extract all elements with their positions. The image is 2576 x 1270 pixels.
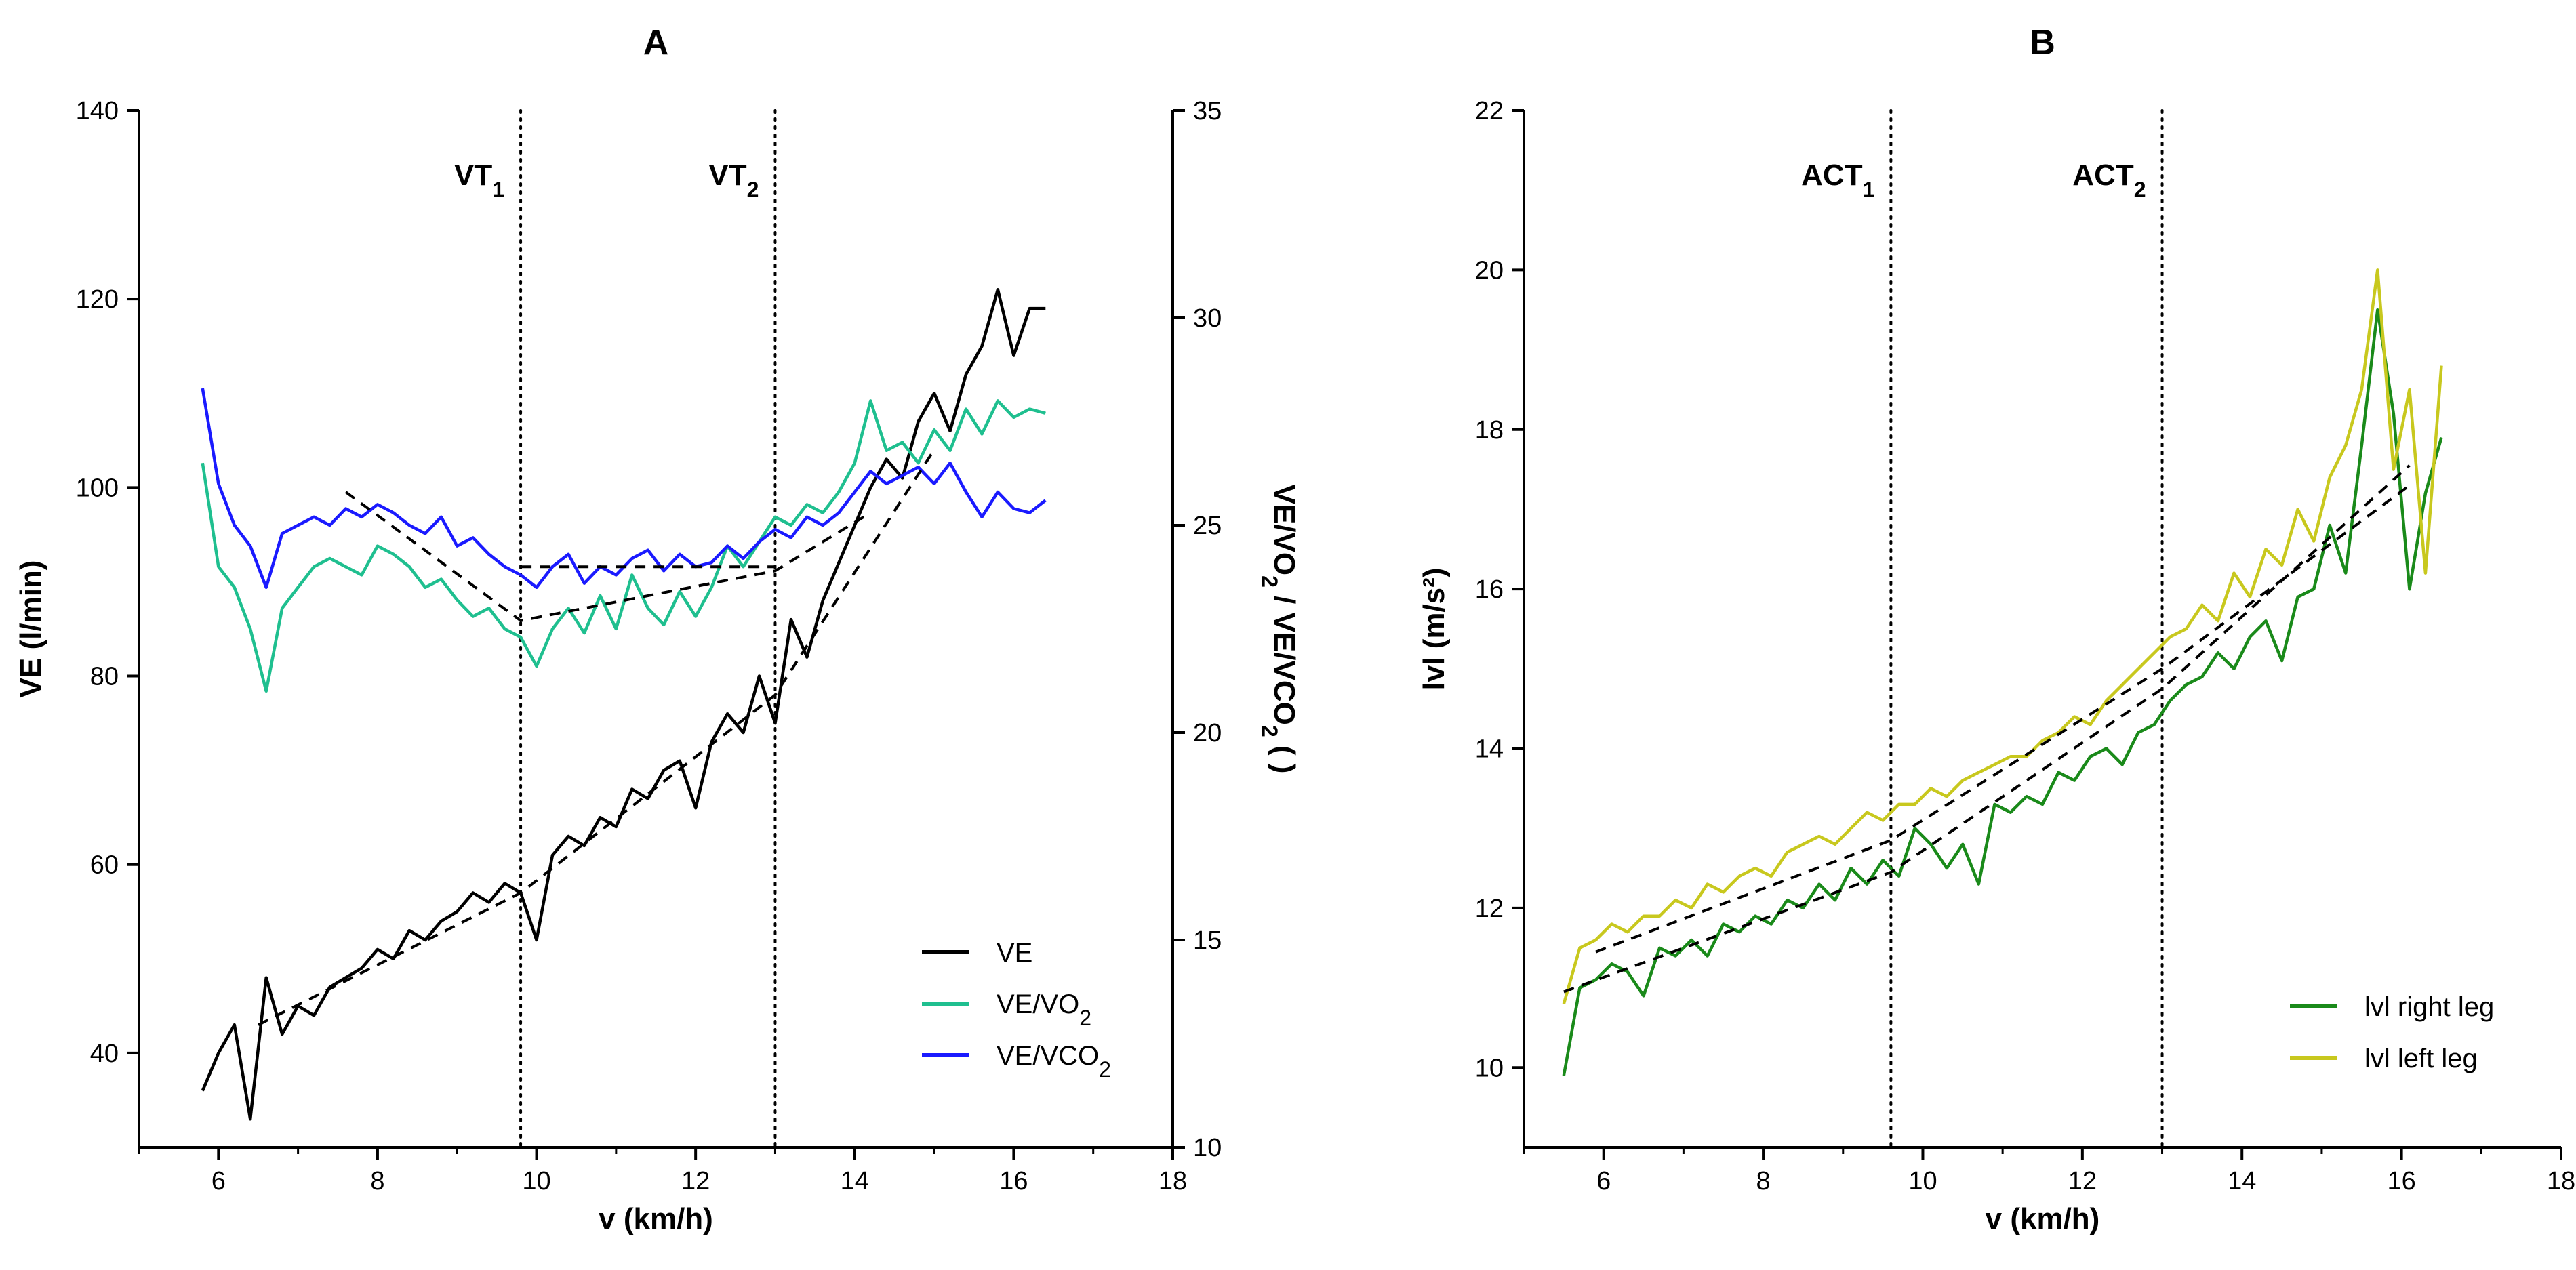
x-axis-title: v (km/h)	[1986, 1202, 2100, 1235]
y-tick-label: 14	[1475, 735, 1504, 764]
legend-label: lvl right leg	[2364, 992, 2494, 1022]
x-tick-label: 16	[999, 1167, 1028, 1195]
x-tick-label: 16	[2387, 1167, 2415, 1195]
legend-label: lvl left leg	[2364, 1044, 2478, 1073]
x-tick-label: 10	[1908, 1167, 1937, 1195]
x-tick-label: 18	[2547, 1167, 2575, 1195]
legend-label: VE/VCO2	[997, 1041, 1111, 1082]
legend-label: VE/VO2	[997, 989, 1091, 1030]
threshold-label: VT1	[454, 159, 504, 202]
y-tick-label: 60	[90, 851, 119, 880]
y-tick-label: 80	[90, 663, 119, 691]
y-tick-label: 100	[76, 474, 119, 502]
fit-line	[1563, 464, 2411, 994]
y2-axis-title: VE/VO2 / VE/VCO2 ( )	[1257, 485, 1301, 774]
x-tick-label: 6	[212, 1167, 226, 1195]
y2-tick-label: 20	[1193, 719, 1222, 747]
legend: lvl right leg lvl left leg	[2290, 992, 2494, 1073]
panel-letter: A	[643, 23, 669, 62]
threshold-label: VT2	[708, 159, 759, 202]
fit-line	[344, 491, 872, 622]
y2-tick-label: 35	[1193, 97, 1222, 125]
legend: VE VE/VO2 VE/VCO2	[922, 938, 1111, 1082]
y2-tick-label: 25	[1193, 512, 1222, 540]
threshold-label: ACT1	[1801, 159, 1874, 202]
panel-letter: B	[2030, 23, 2055, 62]
x-tick-label: 18	[1159, 1167, 1187, 1195]
y-tick-label: 18	[1475, 416, 1504, 445]
x-tick-label: 12	[681, 1167, 710, 1195]
y-tick-label: 140	[76, 97, 119, 125]
y-tick-label: 22	[1475, 97, 1504, 125]
y2-tick-label: 15	[1193, 926, 1222, 955]
y-tick-label: 120	[76, 285, 119, 314]
series-line-lvl-left-leg	[1562, 268, 2443, 1004]
series-line-ve	[201, 288, 1046, 1121]
fit-line	[1595, 484, 2411, 954]
x-tick-label: 8	[1756, 1167, 1771, 1195]
x-tick-label: 8	[370, 1167, 384, 1195]
y-tick-label: 10	[1475, 1054, 1504, 1082]
y-tick-label: 12	[1475, 895, 1504, 923]
y-tick-label: 40	[90, 1040, 119, 1068]
threshold-label: ACT2	[2072, 159, 2146, 202]
y2-tick-label: 10	[1193, 1134, 1222, 1162]
panel-a-chart: 6 8 10 12 14 16 18 40 60 80 100 120 140 10 15 20 25 30 35 A…	[14, 23, 1301, 1235]
y-axis-title: lvl (m/s²)	[1417, 568, 1451, 691]
x-tick-label: 14	[841, 1167, 869, 1195]
x-tick-label: 12	[2068, 1167, 2097, 1195]
series-line-lvl-right-leg	[1562, 308, 2443, 1076]
x-tick-label: 6	[1596, 1167, 1611, 1195]
x-tick-label: 10	[522, 1167, 550, 1195]
y-tick-label: 16	[1475, 575, 1504, 604]
series-line-ve-vo	[201, 399, 1046, 693]
y2-tick-label: 30	[1193, 304, 1222, 333]
y-axis-title: VE (l/min)	[14, 560, 47, 698]
legend-label: VE	[997, 938, 1032, 968]
panel-b-chart: 6 8 10 12 14 16 18 10 12 14 16 18 20 22 Bv (km/h) lvl (…	[1417, 23, 2575, 1235]
fit-line	[258, 449, 935, 1026]
y-tick-label: 20	[1475, 256, 1504, 285]
x-axis-title: v (km/h)	[599, 1202, 713, 1235]
x-tick-label: 14	[2228, 1167, 2256, 1195]
